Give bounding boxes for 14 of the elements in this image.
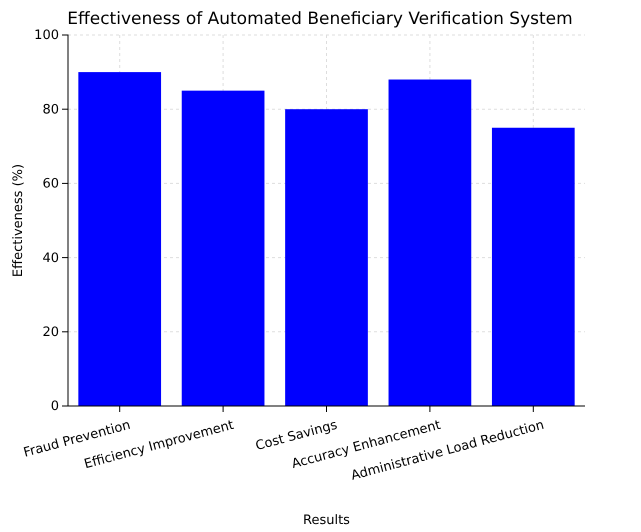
- y-tick-label: 60: [42, 176, 59, 192]
- bar: [182, 90, 264, 406]
- y-tick-label: 40: [42, 250, 59, 266]
- bar: [492, 128, 575, 406]
- y-tick-label: 20: [42, 324, 59, 340]
- y-tick-label: 0: [50, 399, 59, 414]
- bar: [78, 72, 162, 406]
- y-tick-label: 100: [34, 28, 59, 44]
- bar: [388, 80, 472, 406]
- chart-title: Effectiveness of Automated Beneficiary Verification System: [67, 9, 573, 29]
- x-axis-title: Results: [303, 513, 350, 528]
- y-tick-label: 80: [42, 102, 59, 118]
- y-axis-title: Effectiveness (%): [11, 164, 26, 278]
- bar: [285, 109, 368, 406]
